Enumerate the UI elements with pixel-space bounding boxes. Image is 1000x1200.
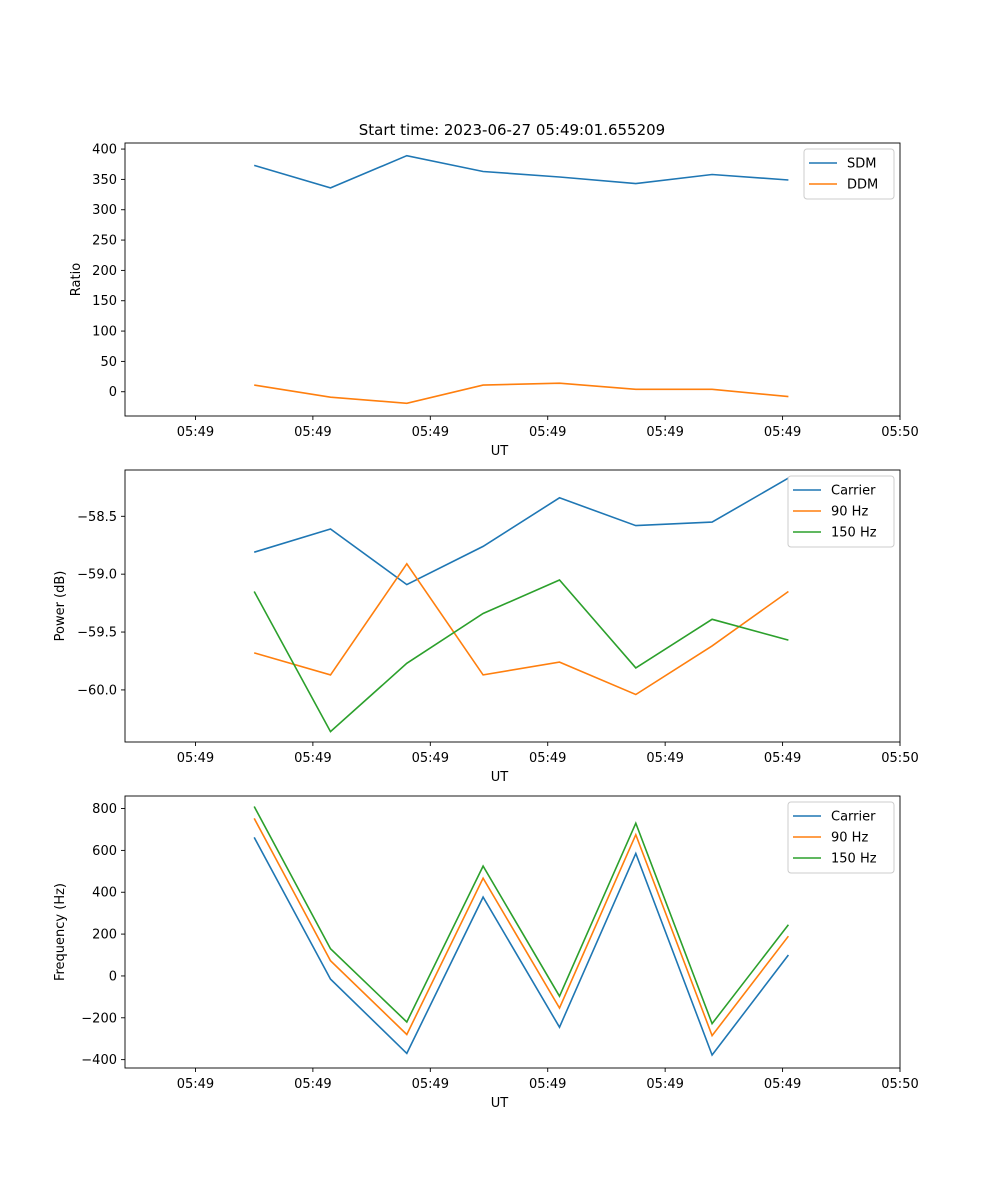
y-tick-label: 50: [100, 355, 117, 370]
x-tick-label: 05:49: [529, 425, 566, 440]
series-line-150-hz: [253, 806, 790, 1026]
legend: SDM DDM: [803, 148, 895, 200]
legend-box: [803, 148, 895, 200]
legend-entry: 150 Hz: [831, 852, 877, 867]
y-axis-label: Frequency (Hz): [53, 883, 68, 981]
y-tick-label: −59.5: [77, 626, 117, 641]
axes-frame: [124, 142, 901, 417]
y-tick-label: 200: [92, 928, 117, 943]
y-tick-label: 800: [92, 802, 117, 817]
legend-entry: SDM: [847, 157, 876, 172]
x-tick-label: 05:49: [412, 751, 449, 766]
y-tick-label: 200: [92, 264, 117, 279]
y-axis-label: Power (dB): [53, 571, 68, 642]
x-tick-label: 05:49: [764, 425, 801, 440]
x-tick-label: 05:50: [881, 1077, 918, 1092]
subplot-1: 05:49 05:49 05:49 05:49 05:49 05:49 05:50 0 50 10…: [69, 142, 919, 459]
legend: Carrier 90 Hz 150 Hz: [787, 801, 895, 874]
series-line-150-hz: [253, 579, 789, 733]
y-tick-label: 0: [109, 969, 117, 984]
y-tick-label: 300: [92, 203, 117, 218]
x-tick-label: 05:49: [529, 751, 566, 766]
x-tick-label: 05:49: [294, 751, 331, 766]
subplots: 05:49 05:49 05:49 05:49 05:49 05:49 05:50 0 50 10…: [53, 142, 919, 1111]
y-tick-label: 600: [92, 844, 117, 859]
series-line-90-hz: [253, 562, 789, 696]
y-tick-label: 400: [92, 886, 117, 901]
y-tick-label: 0: [109, 385, 117, 400]
y-tick-label: −58.5: [77, 510, 117, 525]
legend-entry: 150 Hz: [831, 526, 877, 541]
y-tick-label: −400: [81, 1053, 117, 1068]
legend-entry: 90 Hz: [831, 505, 868, 520]
y-axis-label: Ratio: [69, 263, 84, 296]
legend: Carrier 90 Hz 150 Hz: [787, 475, 895, 548]
y-tick-label: −59.0: [77, 568, 117, 583]
x-tick-label: 05:49: [177, 425, 214, 440]
legend-box: [787, 801, 895, 874]
axes-frame: [124, 469, 901, 743]
figure-title: Start time: 2023-06-27 05:49:01.655209: [359, 121, 665, 139]
x-axis-label: UT: [491, 770, 509, 785]
y-tick-label: 250: [92, 234, 117, 249]
y-tick-label: −60.0: [77, 683, 117, 698]
x-tick-label: 05:50: [881, 425, 918, 440]
legend-box: [787, 475, 895, 548]
series-line-carrier: [253, 837, 790, 1057]
y-tick-label: 350: [92, 173, 117, 188]
x-tick-label: 05:49: [764, 751, 801, 766]
legend-entry: Carrier: [831, 810, 876, 825]
x-tick-label: 05:49: [294, 1077, 331, 1092]
y-tick-label: 100: [92, 325, 117, 340]
x-tick-label: 05:49: [646, 751, 683, 766]
series-line-carrier: [253, 477, 789, 586]
x-tick-label: 05:49: [294, 425, 331, 440]
y-tick-label: 150: [92, 294, 117, 309]
x-tick-label: 05:49: [412, 425, 449, 440]
x-axis-label: UT: [491, 1096, 509, 1111]
subplot-3: 05:49 05:49 05:49 05:49 05:49 05:49 05:50 −400 −…: [53, 795, 919, 1111]
y-tick-label: 400: [92, 143, 117, 158]
series-line-90-hz: [253, 818, 790, 1038]
x-tick-label: 05:49: [764, 1077, 801, 1092]
x-tick-label: 05:49: [646, 425, 683, 440]
legend-entry: Carrier: [831, 484, 876, 499]
legend-entry: DDM: [847, 178, 878, 193]
x-tick-label: 05:49: [177, 1077, 214, 1092]
x-tick-label: 05:49: [177, 751, 214, 766]
subplot-2: 05:49 05:49 05:49 05:49 05:49 05:49 05:50 −60.0…: [53, 469, 919, 785]
x-tick-label: 05:50: [881, 751, 918, 766]
x-tick-label: 05:49: [529, 1077, 566, 1092]
x-tick-label: 05:49: [646, 1077, 683, 1092]
x-axis-label: UT: [491, 444, 509, 459]
y-tick-label: −200: [81, 1011, 117, 1026]
series-line-ddm: [254, 382, 789, 405]
x-tick-label: 05:49: [412, 1077, 449, 1092]
axes-frame: [124, 795, 901, 1069]
series-line-sdm: [253, 154, 789, 189]
legend-entry: 90 Hz: [831, 831, 868, 846]
